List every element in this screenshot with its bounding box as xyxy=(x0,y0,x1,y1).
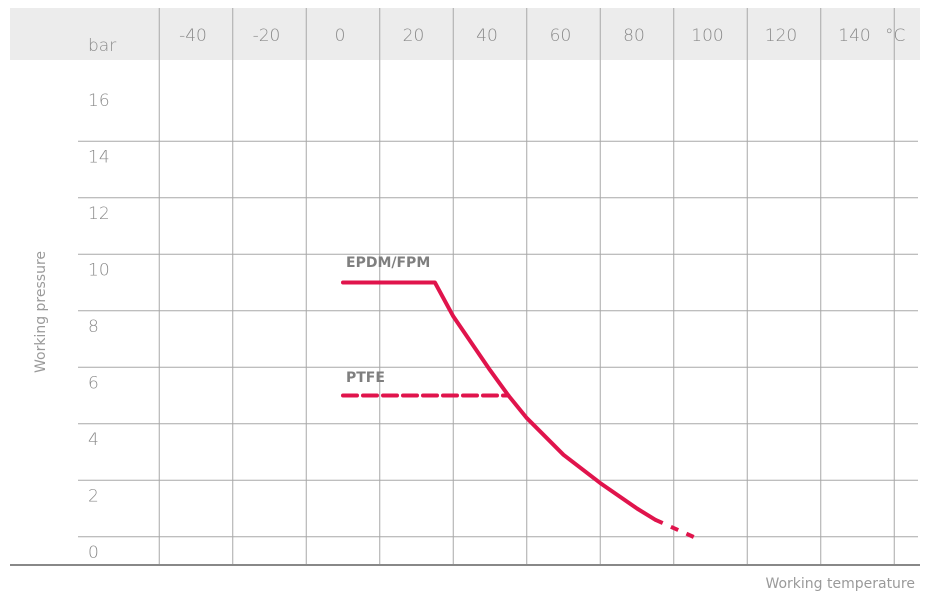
x-tick-label: 120 xyxy=(765,26,797,46)
series-label-ptfe: PTFE xyxy=(346,370,385,386)
y-unit-label: bar xyxy=(88,36,116,56)
y-tick-label: 2 xyxy=(88,487,99,507)
y-tick-label: 6 xyxy=(88,374,99,394)
series-label-epdm-fpm: EPDM/FPM xyxy=(346,255,430,271)
y-tick-label: 14 xyxy=(88,148,110,168)
y-tick-label: 8 xyxy=(88,317,99,337)
horizontal-gridlines xyxy=(78,140,918,538)
x-axis-title: Working temperature xyxy=(765,576,915,592)
x-tick-label: 60 xyxy=(550,26,572,46)
series-line-epdm-fpm-extension xyxy=(654,517,701,542)
x-tick-label: 80 xyxy=(623,26,645,46)
x-tick-label: -40 xyxy=(179,26,207,46)
x-tick-label: 40 xyxy=(476,26,498,46)
y-axis-title: Working pressure xyxy=(33,251,49,373)
vertical-gridlines xyxy=(158,8,895,565)
y-tick-labels: 0 2 4 6 8 10 12 14 16 xyxy=(88,91,110,563)
header-band xyxy=(10,8,920,60)
x-unit-label: °C xyxy=(885,26,905,46)
x-tick-label: 100 xyxy=(691,26,723,46)
y-tick-label: 10 xyxy=(88,261,110,281)
y-tick-label: 16 xyxy=(88,91,110,111)
series-lines xyxy=(341,280,701,542)
y-tick-label: 0 xyxy=(88,543,99,563)
y-tick-label: 12 xyxy=(88,204,110,224)
x-tick-label: -20 xyxy=(253,26,281,46)
y-tick-label: 4 xyxy=(88,430,99,450)
x-tick-label: 140 xyxy=(838,26,870,46)
series-line-epdm-fpm xyxy=(341,280,658,522)
x-tick-labels: -40 -20 0 20 40 60 80 100 120 140 xyxy=(179,26,871,46)
x-tick-label: 20 xyxy=(403,26,425,46)
x-tick-label: 0 xyxy=(335,26,346,46)
